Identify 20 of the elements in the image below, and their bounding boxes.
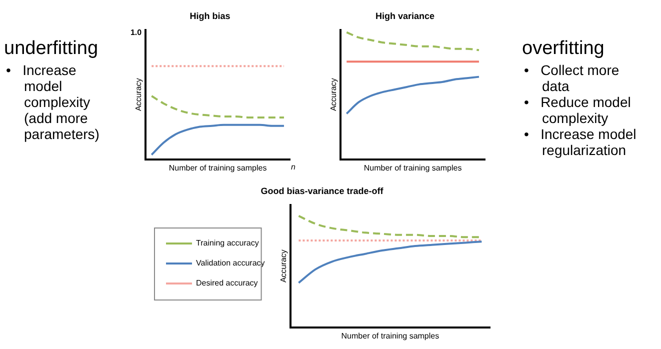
text: • Increase model complexity (add more parameters)	[6, 62, 100, 142]
text: • Reduce model complexity	[524, 94, 632, 126]
y-axis-title: Accuracy	[134, 78, 144, 112]
y-axis-title: Accuracy	[329, 78, 338, 112]
chart-title: Good bias-variance trade-off	[260, 186, 384, 196]
text: overfitting	[522, 38, 606, 60]
legend-label: Training accuracy	[196, 238, 259, 248]
text: • Collect more data	[524, 62, 620, 94]
x-axis-title: Number of training samples	[168, 163, 267, 172]
text: n	[291, 162, 296, 172]
text: 1.0	[130, 28, 142, 38]
x-axis-title: Number of training samples	[341, 331, 440, 340]
chart-title: High bias	[190, 10, 230, 21]
legend-label: Desired accuracy	[196, 278, 258, 288]
chart-title: High variance	[375, 10, 435, 21]
legend-label: Validation accuracy	[196, 258, 265, 268]
x-axis-title: Number of training samples	[364, 163, 462, 172]
y-axis-title: Accuracy	[278, 250, 288, 283]
text: underfitting	[4, 38, 100, 60]
text: • Increase model regularization	[524, 126, 638, 158]
